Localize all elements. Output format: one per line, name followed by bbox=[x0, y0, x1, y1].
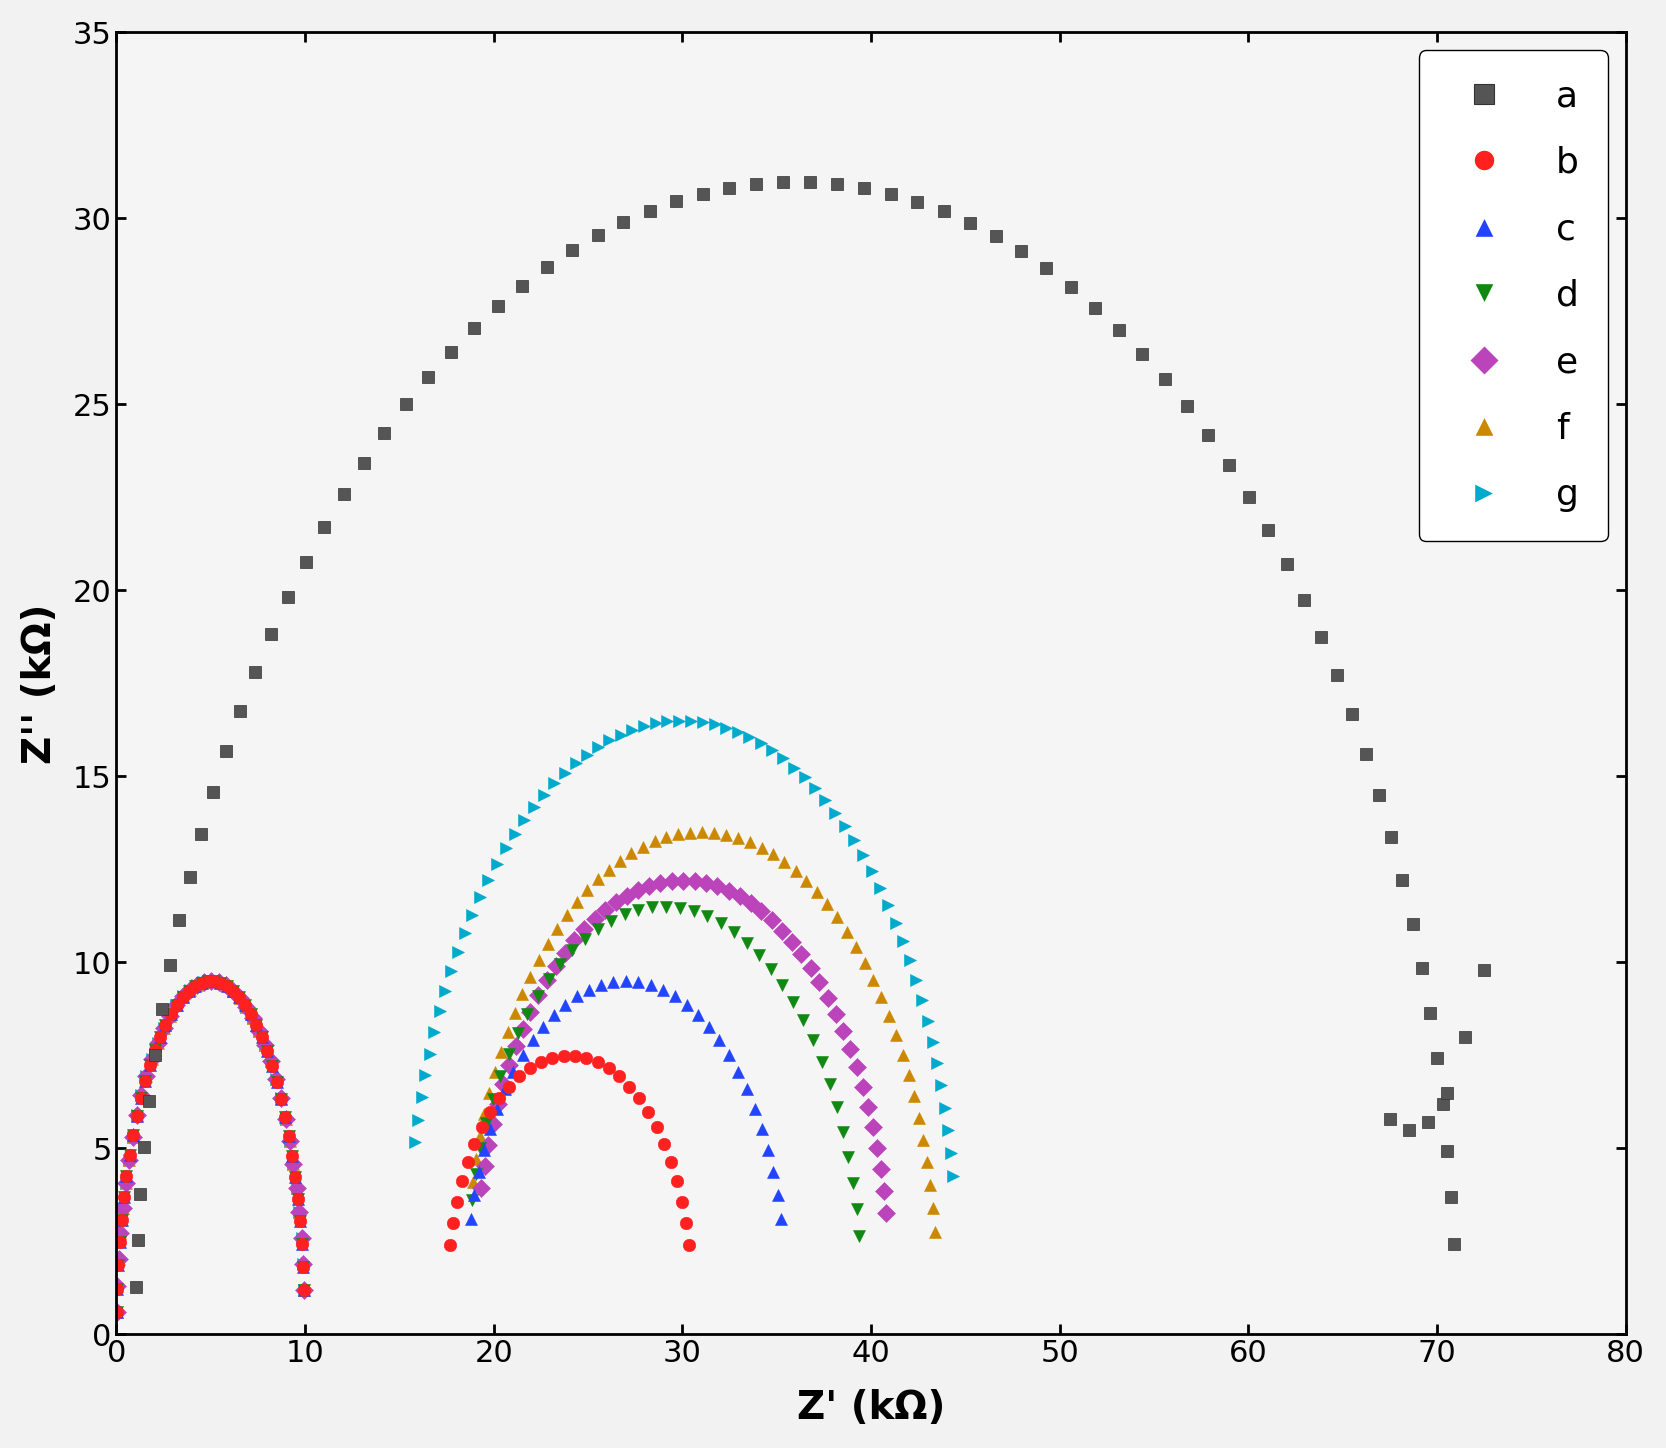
Legend: a, b, c, d, e, f, g: a, b, c, d, e, f, g bbox=[1419, 51, 1608, 542]
Y-axis label: Z'' (kΩ): Z'' (kΩ) bbox=[22, 604, 58, 763]
X-axis label: Z' (kΩ): Z' (kΩ) bbox=[796, 1389, 945, 1428]
